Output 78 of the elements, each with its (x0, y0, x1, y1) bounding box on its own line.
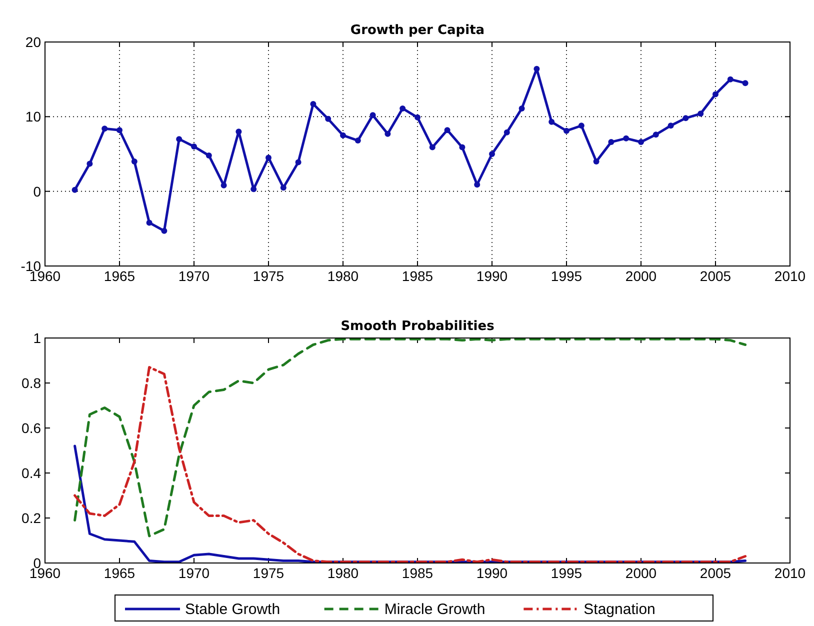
x-tick-label: 2005 (700, 268, 732, 284)
chart-title: Smooth Probabilities (340, 319, 495, 334)
point (593, 158, 600, 164)
point (176, 136, 182, 142)
point (548, 118, 555, 125)
point (384, 130, 391, 137)
point (161, 228, 168, 234)
legend-label: Stagnation (584, 601, 656, 618)
x-tick-label: 1970 (178, 565, 210, 581)
x-tick-label: 1980 (327, 268, 359, 284)
point (295, 159, 302, 166)
line-series (74, 338, 747, 538)
point (280, 184, 286, 191)
point (698, 110, 704, 117)
line-series (74, 366, 747, 564)
y-tick-label: 20 (25, 34, 42, 50)
point (354, 138, 361, 144)
point (623, 135, 630, 142)
y-tick-label: 0.6 (22, 420, 42, 436)
point (564, 128, 570, 134)
legend-label: Stable Growth (185, 601, 280, 618)
point (131, 158, 138, 164)
point (682, 115, 689, 122)
point (727, 76, 734, 82)
x-tick-label: 1980 (327, 565, 359, 581)
y-tick-label: 0 (33, 183, 42, 200)
x-tick-label: 2000 (625, 565, 657, 581)
point (518, 105, 525, 112)
x-tick-label: 1990 (476, 268, 508, 284)
x-tick-label: 1995 (550, 268, 582, 284)
point (489, 151, 495, 157)
point (86, 160, 93, 167)
legend-label: Miracle Growth (384, 601, 486, 618)
x-tick-label: 1975 (252, 268, 284, 284)
point (206, 152, 212, 158)
point (191, 144, 197, 150)
point (652, 132, 659, 138)
x-tick-label: 2000 (625, 268, 657, 284)
x-tick-label: 1975 (252, 565, 284, 581)
x-tick-label: 1965 (104, 268, 136, 284)
point (578, 122, 584, 129)
x-tick-label: 1995 (550, 565, 582, 581)
point (102, 126, 108, 132)
chart-title: Growth per Capita (350, 23, 485, 38)
point (459, 144, 466, 150)
x-tick-label: 2010 (774, 268, 806, 284)
y-tick-label: 0.4 (22, 465, 42, 481)
point (340, 132, 346, 138)
point (400, 105, 406, 112)
y-tick-label: 10 (25, 108, 42, 125)
point (668, 122, 674, 129)
point (146, 220, 152, 226)
point (250, 186, 257, 192)
point (638, 139, 644, 146)
x-tick-label: 1985 (402, 565, 434, 581)
point (325, 116, 332, 122)
point (504, 129, 510, 136)
point (266, 154, 272, 161)
y-tick-label: 0.8 (22, 375, 42, 391)
point (712, 91, 718, 98)
point (429, 144, 436, 150)
y-tick-label: 0.2 (22, 510, 42, 526)
point (742, 80, 748, 86)
point (414, 114, 420, 120)
point (608, 139, 614, 146)
point (72, 186, 78, 193)
x-tick-label: 1970 (178, 268, 210, 284)
x-tick-label: 2005 (700, 565, 732, 581)
point (116, 127, 122, 134)
point (444, 127, 450, 134)
y-tick-label: 1 (33, 330, 42, 346)
point (310, 100, 316, 107)
point (370, 112, 376, 118)
x-tick-label: 1965 (104, 565, 136, 581)
x-tick-label: 1985 (402, 268, 434, 284)
x-tick-label: 1990 (476, 565, 508, 581)
point (534, 66, 540, 72)
x-tick-label: 2010 (774, 565, 806, 581)
